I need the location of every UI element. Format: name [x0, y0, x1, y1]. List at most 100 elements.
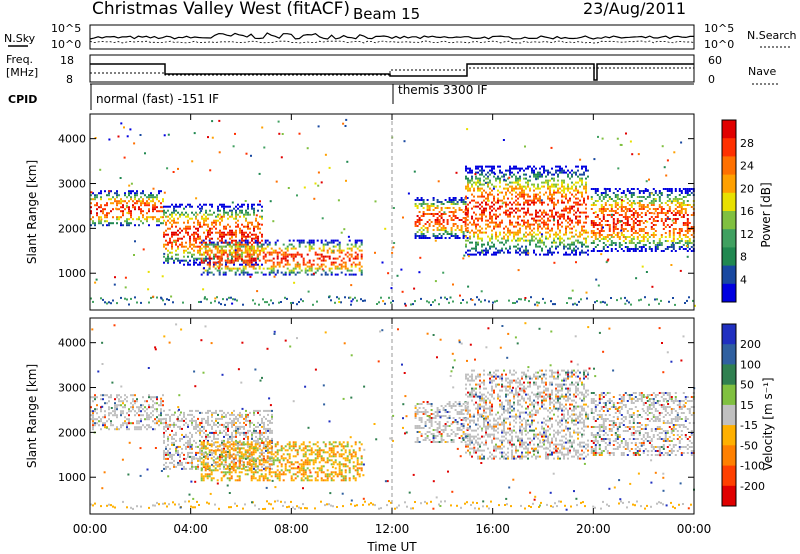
power-echo-cell	[237, 225, 239, 228]
velocity-echo-cell	[150, 396, 152, 399]
power-echo-cell	[288, 243, 291, 246]
power-echo-cell	[248, 263, 251, 266]
velocity-echo-cell	[169, 425, 171, 428]
velocity-echo-cell	[237, 443, 239, 446]
power-echo-cell	[660, 206, 663, 208]
power-echo-cell	[130, 196, 132, 199]
power-echo-cell	[557, 223, 559, 226]
power-echo-cell	[616, 204, 619, 206]
power-ground-scatter-cell	[444, 296, 446, 299]
power-echo-cell	[614, 244, 617, 246]
power-ground-scatter-cell	[644, 296, 646, 299]
power-echo-cell	[300, 239, 303, 242]
velocity-echo-cell	[163, 427, 165, 430]
power-echo-cell	[238, 267, 241, 270]
power-echo-cell	[334, 267, 337, 270]
velocity-echo-cell	[165, 465, 167, 468]
power-echo-cell	[636, 232, 639, 234]
power-echo-cell	[569, 177, 571, 180]
power-echo-cell	[246, 249, 249, 252]
velocity-echo-cell	[160, 404, 162, 407]
power-echo-cell	[642, 236, 645, 238]
power-echo-cell	[688, 238, 691, 240]
power-scatter-cell	[343, 228, 346, 231]
power-echo-cell	[195, 215, 197, 218]
power-echo-cell	[644, 244, 647, 246]
power-echo-cell	[477, 241, 479, 244]
power-echo-cell	[583, 229, 585, 232]
velocity-echo-cell	[205, 435, 207, 438]
power-echo-cell	[195, 211, 197, 214]
power-echo-cell	[224, 241, 227, 244]
power-echo-cell	[454, 211, 457, 213]
velocity-echo-cell	[136, 412, 138, 415]
power-echo-cell	[507, 235, 509, 238]
power-echo-cell	[252, 247, 255, 250]
power-echo-cell	[294, 273, 297, 276]
power-echo-cell	[499, 241, 501, 244]
power-echo-cell	[606, 200, 609, 202]
power-ytick-label: 3000	[58, 178, 86, 191]
power-echo-cell	[257, 221, 259, 224]
power-echo-cell	[224, 239, 227, 242]
power-echo-cell	[583, 243, 585, 246]
power-echo-cell	[462, 211, 465, 213]
power-echo-cell	[218, 263, 221, 266]
power-ground-scatter-cell	[384, 302, 386, 305]
power-scatter-cell	[663, 166, 666, 169]
power-echo-cell	[193, 213, 195, 216]
power-echo-cell	[531, 213, 533, 216]
power-echo-cell	[227, 257, 229, 260]
power-echo-cell	[229, 237, 231, 240]
power-echo-cell	[537, 223, 539, 226]
power-echo-cell	[511, 181, 513, 184]
velocity-echo-cell	[163, 449, 165, 452]
power-echo-cell	[230, 253, 233, 256]
power-echo-cell	[231, 231, 233, 234]
power-echo-cell	[590, 204, 593, 206]
power-echo-cell	[274, 241, 277, 244]
velocity-echo-cell	[237, 465, 239, 468]
power-echo-cell	[519, 203, 521, 206]
power-echo-cell	[690, 206, 693, 208]
power-echo-cell	[497, 193, 499, 196]
power-echo-cell	[509, 213, 511, 216]
power-echo-cell	[672, 234, 675, 236]
nave-trace	[90, 67, 694, 76]
power-echo-cell	[167, 249, 169, 252]
power-ground-scatter-cell	[686, 299, 688, 302]
power-echo-cell	[146, 196, 148, 199]
power-echo-cell	[636, 242, 639, 244]
power-echo-cell	[624, 222, 627, 224]
power-echo-cell	[340, 251, 343, 254]
power-echo-cell	[479, 169, 481, 172]
power-echo-cell	[251, 263, 253, 266]
power-echo-cell	[108, 192, 110, 195]
power-echo-cell	[469, 201, 471, 204]
power-echo-cell	[493, 225, 495, 228]
power-echo-cell	[503, 195, 505, 198]
power-echo-cell	[227, 233, 229, 236]
power-ground-scatter-cell	[630, 303, 632, 306]
power-echo-cell	[258, 265, 261, 268]
velocity-echo-cell	[239, 425, 241, 428]
velocity-echo-cell	[253, 413, 255, 416]
power-echo-cell	[575, 211, 577, 214]
power-echo-cell	[650, 216, 653, 218]
power-echo-cell	[565, 197, 567, 200]
power-echo-cell	[324, 265, 327, 268]
power-echo-cell	[255, 219, 257, 222]
power-echo-cell	[167, 215, 169, 218]
power-echo-cell	[179, 203, 181, 206]
power-echo-cell	[248, 257, 251, 260]
power-echo-cell	[686, 236, 689, 238]
velocity-echo-cell	[221, 447, 223, 450]
power-echo-cell	[616, 212, 619, 214]
velocity-echo-cell	[239, 415, 241, 418]
power-echo-cell	[511, 223, 513, 226]
power-echo-cell	[241, 253, 243, 256]
power-echo-cell	[563, 253, 565, 256]
power-echo-cell	[477, 189, 479, 192]
power-echo-cell	[253, 207, 255, 210]
power-echo-cell	[442, 229, 445, 231]
